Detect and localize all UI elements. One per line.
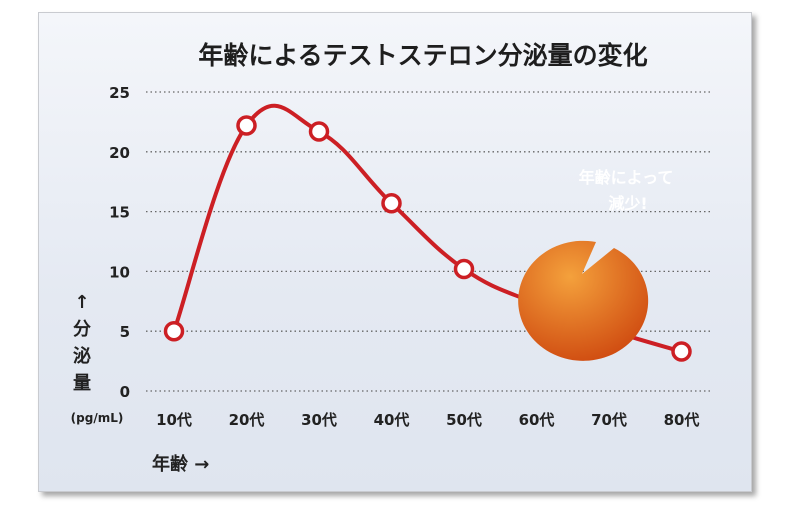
callout-bubble: 年齢によって 減少! [518,168,673,361]
y-tick-label: 10 [109,263,130,281]
callout-line-2: 減少! [608,194,647,213]
y-axis-char-1: 分 [73,319,91,340]
chart-title: 年齢によるテストステロン分泌量の変化 [198,41,647,70]
y-axis-char-2: 泌 [73,345,91,367]
x-tick-label: 10代 [156,411,192,429]
data-point [308,121,330,142]
x-tick-labels: 10代 20代 30代 40代 50代 60代 70代 80代 [156,411,699,429]
y-tick-label: 20 [109,144,130,162]
data-point [381,192,402,214]
data-point [453,258,475,280]
data-point [671,341,692,362]
x-tick-label: 50代 [446,411,482,429]
y-tick-label: 25 [109,84,130,102]
x-tick-label: 30代 [301,411,337,429]
x-tick-label: 60代 [519,411,555,429]
y-tick-label: 15 [109,204,130,222]
y-axis-arrow: ↑ [74,292,89,313]
x-axis-label: 年齢 → [152,453,209,475]
y-tick-labels: 0 5 10 15 20 25 [109,84,130,401]
callout-line-1: 年齢によって [579,168,674,187]
data-point [236,115,257,136]
y-tick-label: 0 [120,383,130,401]
y-axis-label: ↑ 分 泌 量 (pg/mL) [71,292,124,425]
x-tick-label: 40代 [374,411,410,429]
x-tick-label: 20代 [229,411,265,429]
x-tick-label: 80代 [664,411,700,429]
data-point [163,320,185,342]
x-tick-label: 70代 [591,411,627,429]
y-axis-unit: (pg/mL) [71,411,124,425]
callout-bubble-shape [518,240,649,361]
y-tick-label: 5 [120,323,130,341]
y-axis-char-3: 量 [73,372,91,394]
